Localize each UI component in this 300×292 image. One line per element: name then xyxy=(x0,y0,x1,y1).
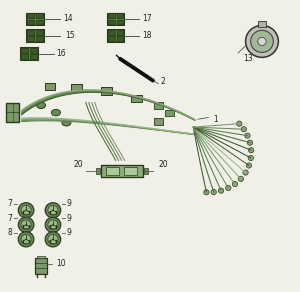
Bar xyxy=(108,13,115,18)
Bar xyxy=(154,102,163,109)
Circle shape xyxy=(204,190,209,195)
Circle shape xyxy=(226,185,231,191)
Bar xyxy=(117,13,123,18)
Bar xyxy=(38,256,45,258)
Text: 1: 1 xyxy=(213,115,218,124)
Ellipse shape xyxy=(52,110,60,116)
Bar xyxy=(36,30,43,35)
Circle shape xyxy=(211,190,216,195)
Ellipse shape xyxy=(62,119,71,126)
Bar xyxy=(107,29,124,42)
Text: 9: 9 xyxy=(67,228,72,237)
Circle shape xyxy=(248,148,254,153)
Text: 9: 9 xyxy=(67,214,72,223)
Text: 15: 15 xyxy=(65,31,74,40)
Bar xyxy=(131,95,142,102)
Bar xyxy=(27,36,34,41)
Circle shape xyxy=(250,30,273,53)
Bar xyxy=(108,20,115,24)
Bar xyxy=(27,30,34,35)
Circle shape xyxy=(21,220,31,230)
Text: 14: 14 xyxy=(63,14,73,23)
Text: 20: 20 xyxy=(73,160,83,169)
Text: 9: 9 xyxy=(67,199,72,208)
Bar xyxy=(117,20,123,24)
Text: 18: 18 xyxy=(142,31,152,40)
Circle shape xyxy=(243,170,248,175)
Text: 20: 20 xyxy=(159,160,169,169)
Bar xyxy=(30,48,37,53)
Bar xyxy=(124,167,137,175)
Bar xyxy=(6,103,19,122)
Bar xyxy=(106,167,119,175)
Bar xyxy=(21,48,28,53)
Bar xyxy=(45,83,55,91)
Circle shape xyxy=(18,203,34,218)
Bar xyxy=(35,258,47,274)
Circle shape xyxy=(258,37,266,46)
Circle shape xyxy=(45,217,61,232)
Text: 7: 7 xyxy=(8,199,12,208)
Bar xyxy=(27,13,34,18)
Circle shape xyxy=(238,176,244,181)
Bar xyxy=(27,20,34,24)
Text: 7: 7 xyxy=(8,214,12,223)
Bar xyxy=(36,20,43,24)
Bar xyxy=(258,21,266,27)
Bar xyxy=(117,36,123,41)
Text: 2: 2 xyxy=(160,77,165,86)
Bar xyxy=(108,30,115,35)
Bar xyxy=(30,54,37,59)
Circle shape xyxy=(21,234,31,244)
Bar xyxy=(36,13,43,18)
Bar xyxy=(20,48,38,60)
Bar xyxy=(154,118,163,125)
Bar xyxy=(144,168,148,174)
Circle shape xyxy=(18,217,34,232)
Bar xyxy=(108,36,115,41)
Circle shape xyxy=(48,205,58,215)
Circle shape xyxy=(48,234,58,244)
Text: 8: 8 xyxy=(8,228,12,237)
Bar xyxy=(26,29,44,42)
Text: 17: 17 xyxy=(142,14,152,23)
Circle shape xyxy=(248,155,254,161)
Circle shape xyxy=(48,220,58,230)
Circle shape xyxy=(246,25,278,57)
Circle shape xyxy=(237,121,242,126)
Bar xyxy=(101,87,112,95)
Bar xyxy=(71,84,82,92)
Bar xyxy=(107,13,124,25)
Text: 13: 13 xyxy=(243,54,253,63)
Bar xyxy=(26,13,44,25)
Bar xyxy=(96,168,100,174)
Circle shape xyxy=(218,188,224,193)
Text: 16: 16 xyxy=(56,49,66,58)
Circle shape xyxy=(241,127,247,132)
Bar xyxy=(21,54,28,59)
Bar xyxy=(36,36,43,41)
Circle shape xyxy=(232,181,238,187)
Circle shape xyxy=(18,232,34,247)
Ellipse shape xyxy=(37,102,46,109)
Circle shape xyxy=(246,163,252,168)
Bar xyxy=(165,110,174,116)
Circle shape xyxy=(21,205,31,215)
Bar xyxy=(117,30,123,35)
Bar xyxy=(101,165,142,177)
Text: 10: 10 xyxy=(56,259,66,268)
Circle shape xyxy=(45,232,61,247)
Circle shape xyxy=(45,203,61,218)
Circle shape xyxy=(245,133,250,138)
Circle shape xyxy=(247,140,253,145)
